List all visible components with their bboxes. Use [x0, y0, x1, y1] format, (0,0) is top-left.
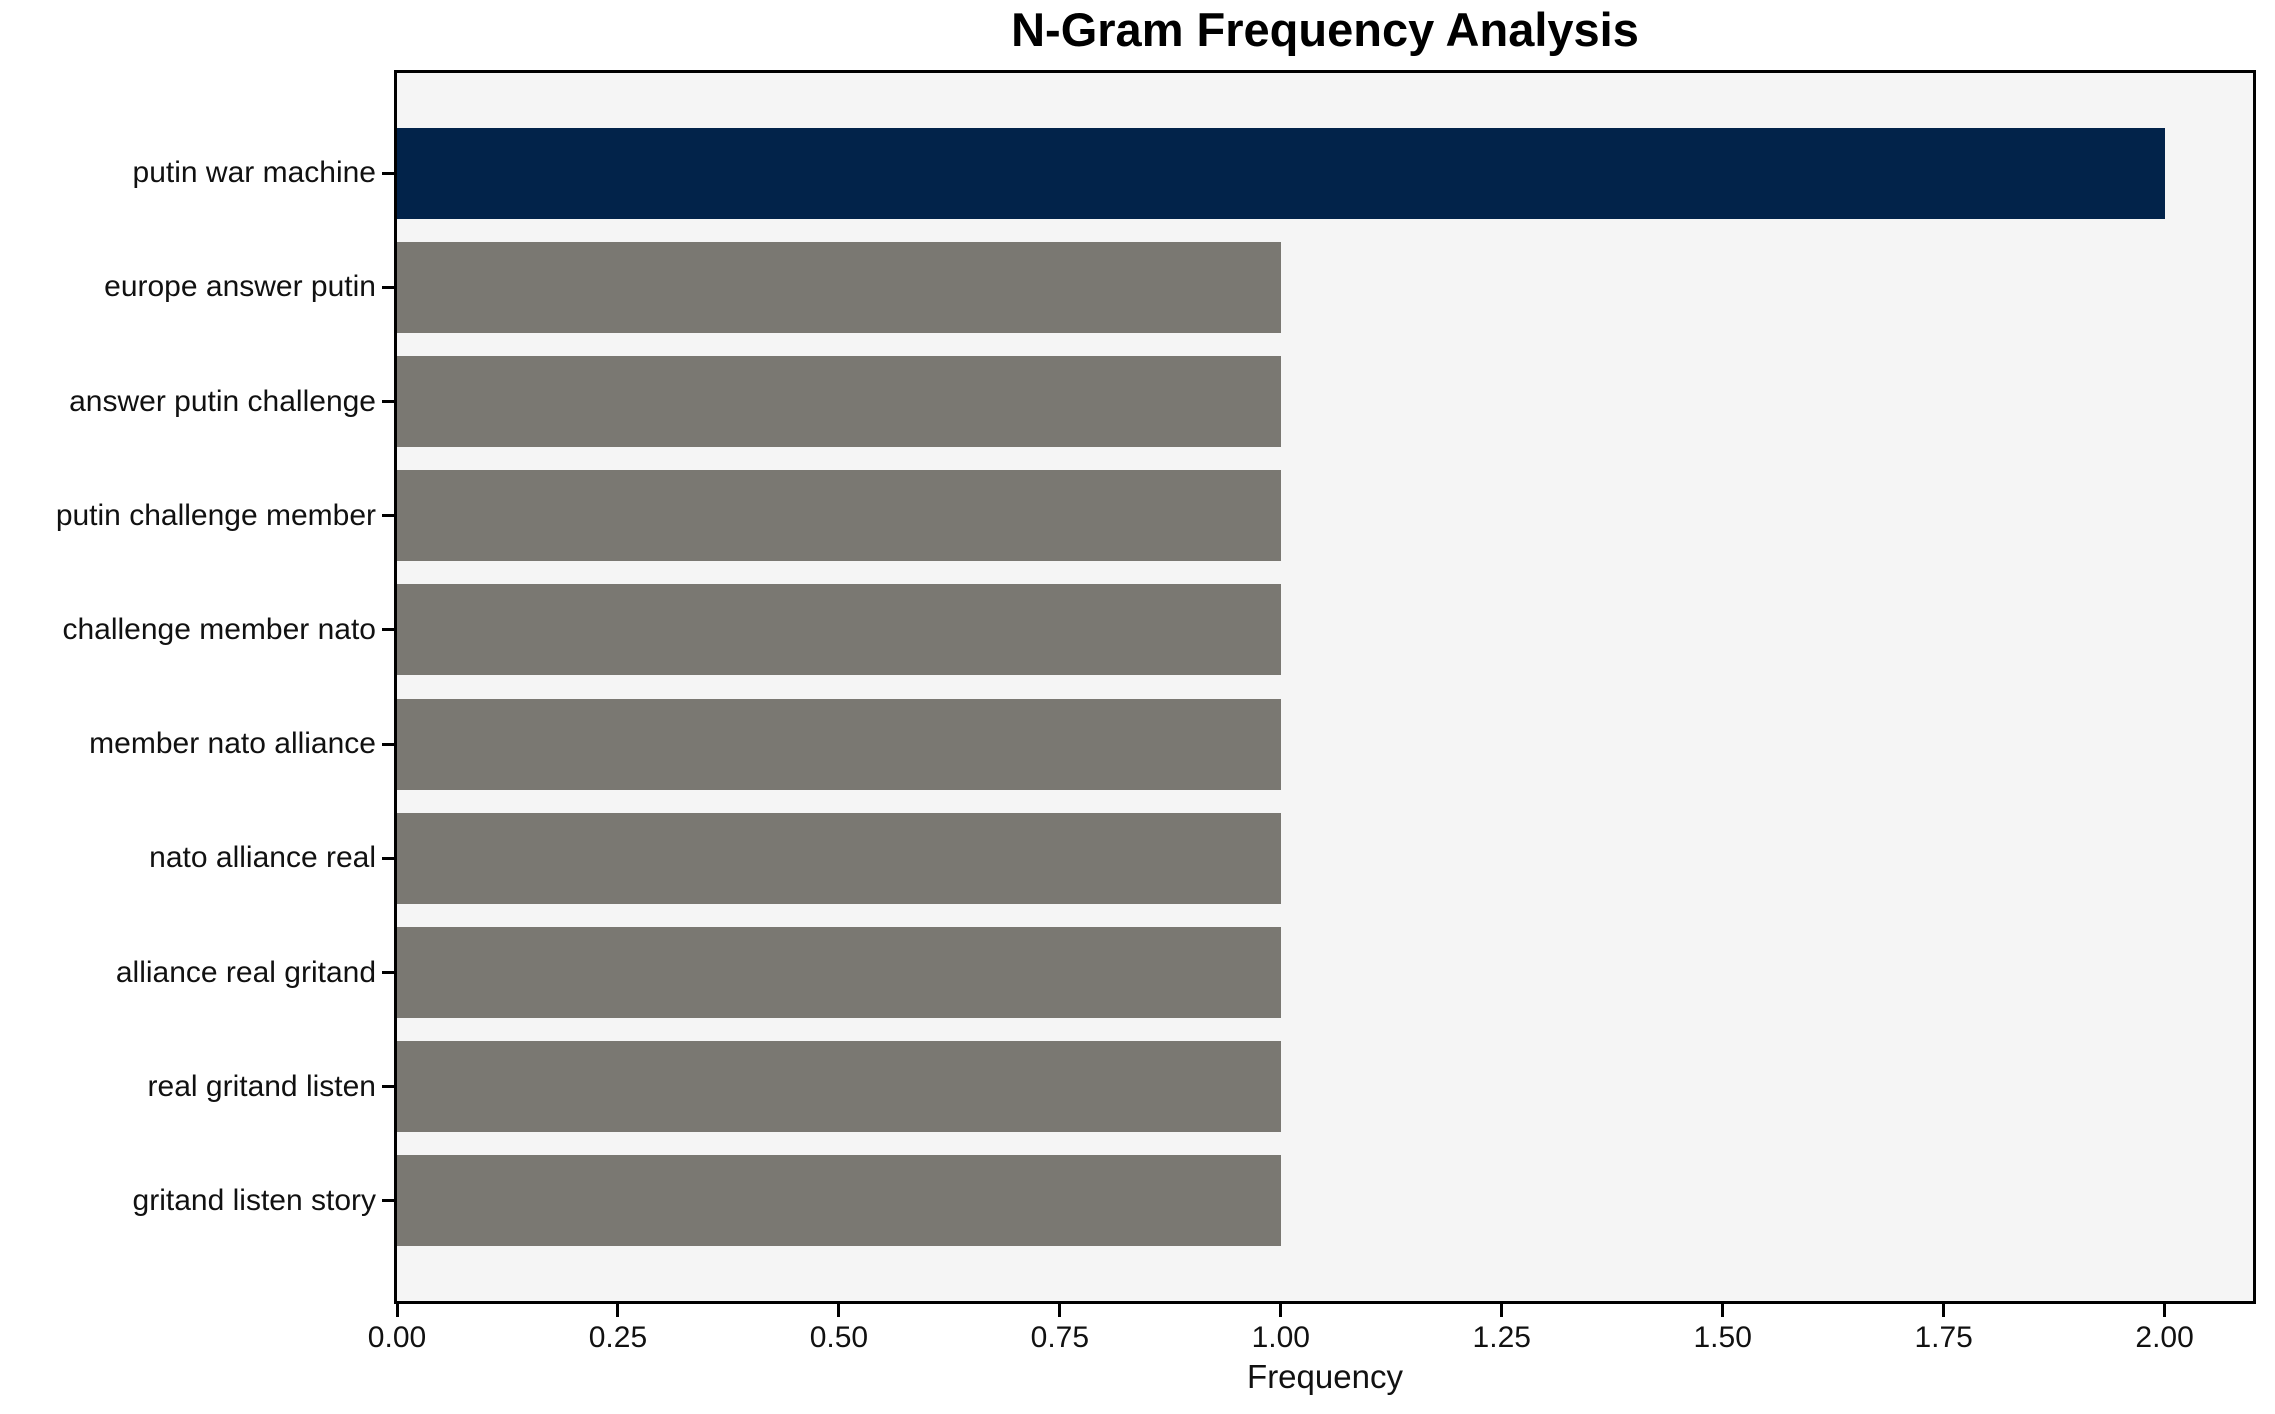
bar [397, 470, 1281, 562]
y-tick-mark [382, 971, 394, 974]
x-tick-label: 2.00 [2135, 1321, 2194, 1354]
y-tick-label: member nato alliance [89, 727, 376, 761]
bar [397, 584, 1281, 676]
x-tick-label: 0.25 [588, 1321, 648, 1354]
x-tick-mark [1721, 1304, 1725, 1317]
x-tick-mark [837, 1304, 841, 1317]
bar [397, 812, 1281, 904]
x-tick-label: 1.25 [1472, 1321, 1531, 1354]
bar [397, 1155, 1281, 1247]
y-tick-mark [382, 171, 394, 175]
x-tick-label: 0.75 [1030, 1321, 1090, 1354]
x-tick-mark [1058, 1304, 1062, 1317]
bars-container [397, 73, 2253, 1301]
y-tick-label: challenge member nato [62, 612, 376, 646]
bar [397, 127, 2165, 219]
x-tick-label: 1.75 [1914, 1321, 1973, 1354]
y-tick-mark [382, 742, 394, 746]
y-tick-label: putin challenge member [55, 498, 376, 532]
bar [397, 241, 1281, 333]
y-tick-label: alliance real gritand [115, 955, 376, 989]
x-tick-label: 0.50 [809, 1321, 869, 1354]
bar [397, 698, 1281, 790]
y-tick-mark [382, 1199, 394, 1203]
chart-title: N-Gram Frequency Analysis [1011, 3, 1639, 56]
y-tick-mark [382, 285, 394, 289]
x-tick-mark [1942, 1304, 1946, 1317]
bar [397, 356, 1281, 447]
y-tick-label: putin war machine [132, 156, 376, 190]
y-tick-label: europe answer putin [104, 270, 376, 304]
y-tick-label: real gritand listen [147, 1069, 376, 1103]
x-axis-label: Frequency [1247, 1358, 1403, 1395]
y-tick-label: answer putin challenge [69, 384, 376, 418]
x-tick-mark [395, 1304, 399, 1317]
y-tick-mark [382, 514, 394, 518]
y-tick-label: gritand listen story [132, 1183, 376, 1217]
x-tick-label: 1.00 [1251, 1321, 1310, 1354]
y-tick-mark [382, 856, 394, 860]
bar [397, 927, 1281, 1018]
x-tick-label: 1.50 [1693, 1321, 1752, 1354]
plot-area [394, 70, 2256, 1304]
x-tick-mark [2163, 1304, 2167, 1317]
x-tick-label: 0.00 [367, 1321, 427, 1354]
y-tick-mark [382, 628, 394, 632]
y-tick-mark [382, 400, 394, 403]
x-tick-mark [1500, 1304, 1504, 1317]
bar [397, 1041, 1281, 1133]
y-tick-label: nato alliance real [149, 841, 376, 875]
x-tick-mark [1279, 1304, 1283, 1317]
x-tick-mark [616, 1304, 620, 1317]
y-tick-mark [382, 1085, 394, 1089]
